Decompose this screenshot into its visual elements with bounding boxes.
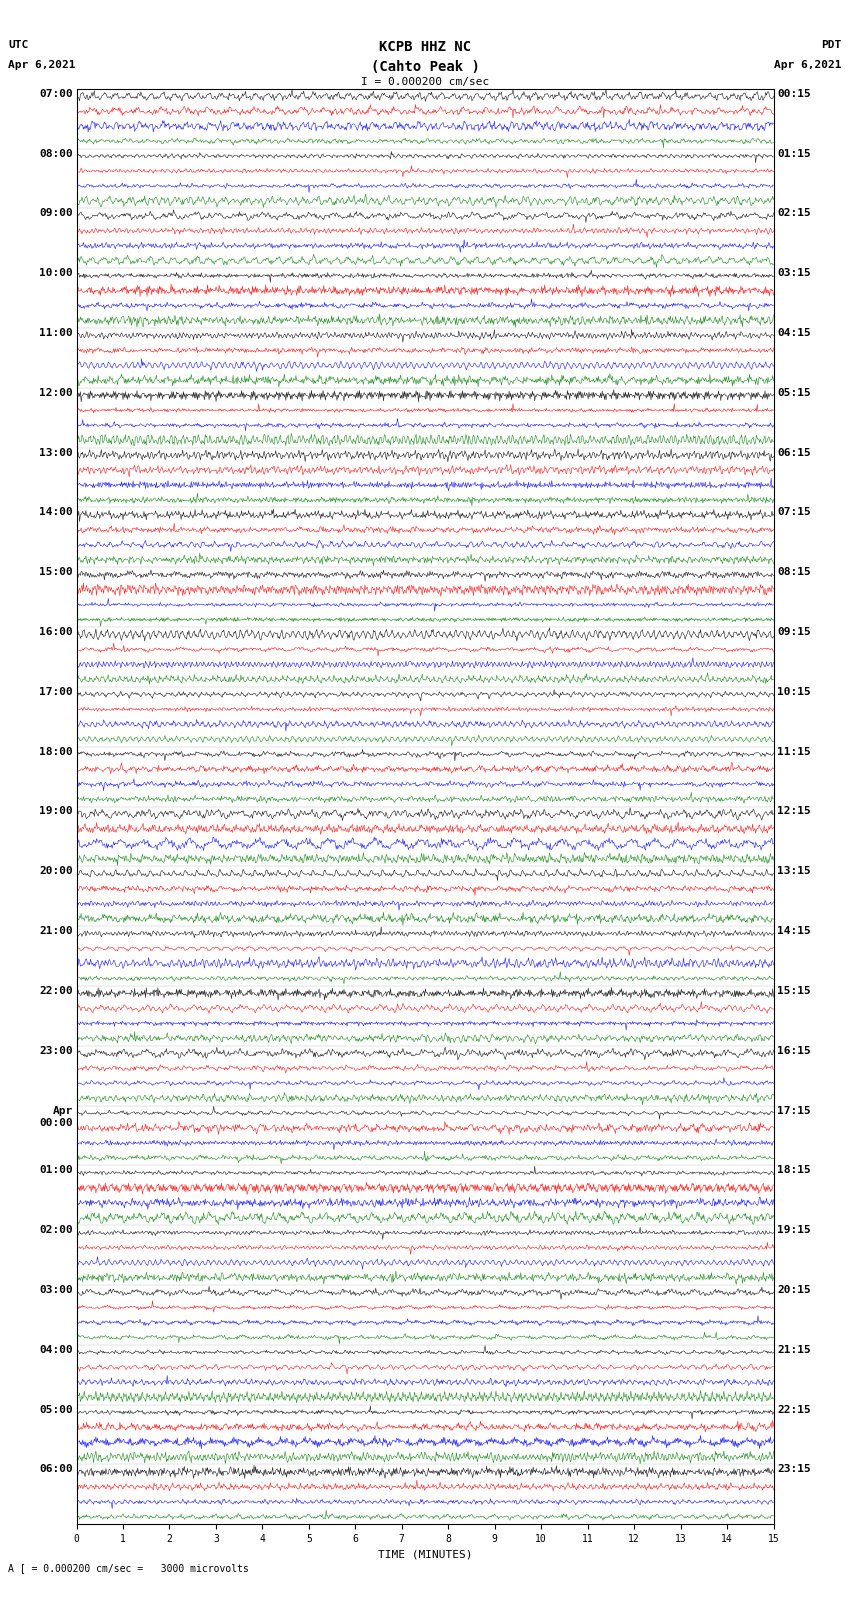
Text: Apr: Apr <box>53 1105 73 1116</box>
Text: 20:15: 20:15 <box>777 1286 811 1295</box>
Text: 11:15: 11:15 <box>777 747 811 756</box>
Text: 00:00: 00:00 <box>39 1118 73 1127</box>
Text: 21:00: 21:00 <box>39 926 73 936</box>
Text: 05:00: 05:00 <box>39 1405 73 1415</box>
Text: 10:15: 10:15 <box>777 687 811 697</box>
Text: 23:15: 23:15 <box>777 1465 811 1474</box>
Text: 11:00: 11:00 <box>39 327 73 339</box>
Text: 21:15: 21:15 <box>777 1345 811 1355</box>
Text: 19:15: 19:15 <box>777 1226 811 1236</box>
Text: PDT: PDT <box>821 40 842 50</box>
Text: 18:00: 18:00 <box>39 747 73 756</box>
Text: 22:00: 22:00 <box>39 986 73 995</box>
X-axis label: TIME (MINUTES): TIME (MINUTES) <box>377 1550 473 1560</box>
Text: 03:15: 03:15 <box>777 268 811 277</box>
Text: 13:00: 13:00 <box>39 448 73 458</box>
Text: 02:15: 02:15 <box>777 208 811 218</box>
Text: 06:00: 06:00 <box>39 1465 73 1474</box>
Text: 18:15: 18:15 <box>777 1165 811 1176</box>
Text: KCPB HHZ NC: KCPB HHZ NC <box>379 40 471 55</box>
Text: 01:00: 01:00 <box>39 1165 73 1176</box>
Text: 13:15: 13:15 <box>777 866 811 876</box>
Text: (Cahto Peak ): (Cahto Peak ) <box>371 60 479 74</box>
Text: 12:00: 12:00 <box>39 387 73 398</box>
Text: 08:00: 08:00 <box>39 148 73 158</box>
Text: 22:15: 22:15 <box>777 1405 811 1415</box>
Text: 10:00: 10:00 <box>39 268 73 277</box>
Text: 20:00: 20:00 <box>39 866 73 876</box>
Text: 17:15: 17:15 <box>777 1105 811 1116</box>
Text: 04:00: 04:00 <box>39 1345 73 1355</box>
Text: 07:15: 07:15 <box>777 508 811 518</box>
Text: 09:15: 09:15 <box>777 627 811 637</box>
Text: 04:15: 04:15 <box>777 327 811 339</box>
Text: 19:00: 19:00 <box>39 806 73 816</box>
Text: UTC: UTC <box>8 40 29 50</box>
Text: 14:00: 14:00 <box>39 508 73 518</box>
Text: 15:00: 15:00 <box>39 568 73 577</box>
Text: 09:00: 09:00 <box>39 208 73 218</box>
Text: 07:00: 07:00 <box>39 89 73 98</box>
Text: 14:15: 14:15 <box>777 926 811 936</box>
Text: 16:00: 16:00 <box>39 627 73 637</box>
Text: Apr 6,2021: Apr 6,2021 <box>774 60 842 69</box>
Text: I = 0.000200 cm/sec: I = 0.000200 cm/sec <box>361 77 489 87</box>
Text: 08:15: 08:15 <box>777 568 811 577</box>
Text: 03:00: 03:00 <box>39 1286 73 1295</box>
Text: 06:15: 06:15 <box>777 448 811 458</box>
Text: 00:15: 00:15 <box>777 89 811 98</box>
Text: 23:00: 23:00 <box>39 1045 73 1057</box>
Text: A [ = 0.000200 cm/sec =   3000 microvolts: A [ = 0.000200 cm/sec = 3000 microvolts <box>8 1563 249 1573</box>
Text: 01:15: 01:15 <box>777 148 811 158</box>
Text: 05:15: 05:15 <box>777 387 811 398</box>
Text: 17:00: 17:00 <box>39 687 73 697</box>
Text: 15:15: 15:15 <box>777 986 811 995</box>
Text: 12:15: 12:15 <box>777 806 811 816</box>
Text: 16:15: 16:15 <box>777 1045 811 1057</box>
Text: 02:00: 02:00 <box>39 1226 73 1236</box>
Text: Apr 6,2021: Apr 6,2021 <box>8 60 76 69</box>
